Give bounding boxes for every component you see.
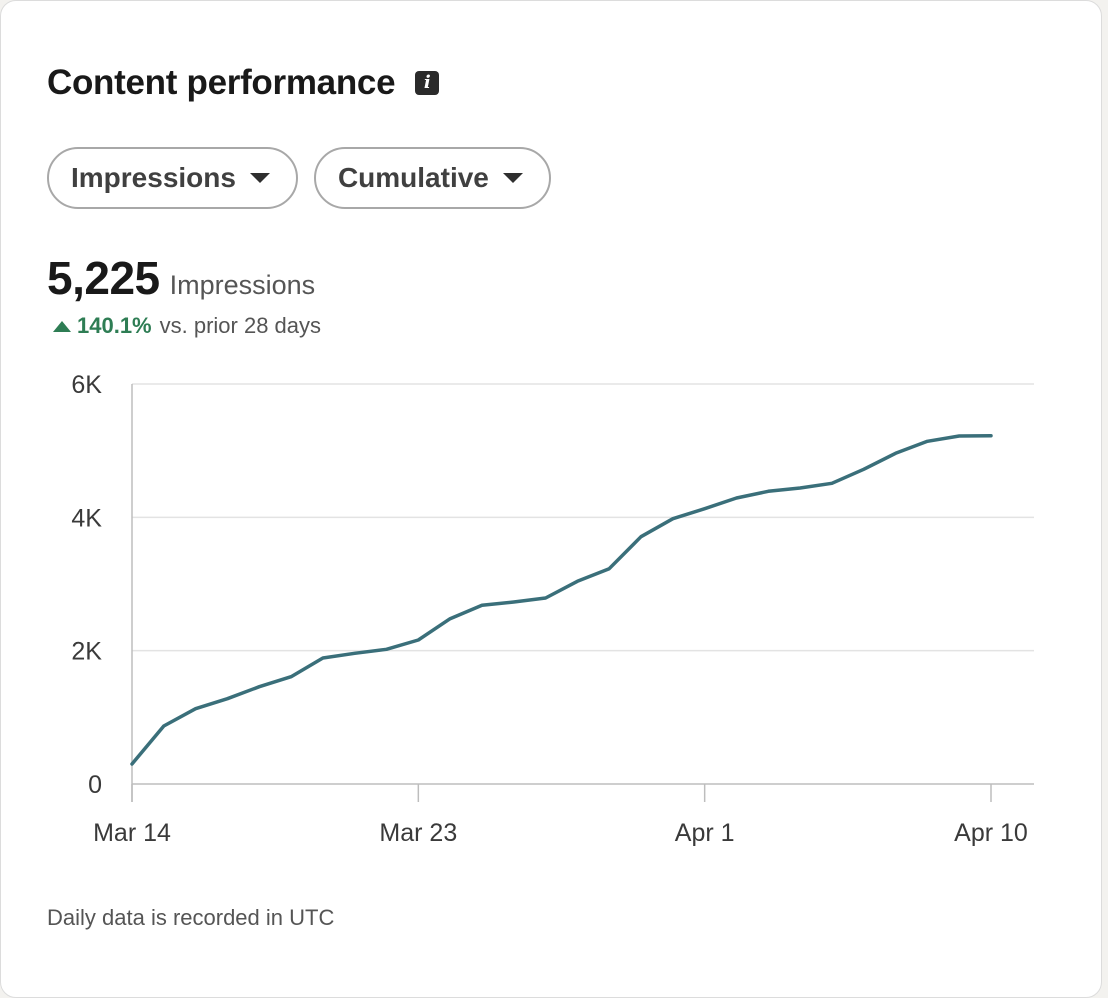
card-title: Content performance: [47, 63, 396, 102]
x-tick-label: Apr 10: [954, 819, 1028, 847]
mode-dropdown[interactable]: Cumulative: [313, 147, 551, 209]
metric-value: 5,225: [47, 252, 160, 304]
metric-dropdown[interactable]: Impressions: [47, 147, 298, 209]
metric-dropdown-label: Impressions: [71, 162, 236, 193]
x-tick-label: Mar 23: [379, 819, 457, 847]
change-value: 140.1%: [77, 313, 152, 338]
trend-up-icon: [53, 320, 71, 332]
info-icon[interactable]: i: [415, 71, 440, 95]
x-tick-label: Mar 14: [93, 819, 171, 847]
summary-metric: 5,225 Impressions: [47, 251, 315, 305]
y-tick-label: 2K: [71, 638, 102, 666]
mode-dropdown-label: Cumulative: [337, 162, 489, 193]
caret-down-icon: [249, 173, 270, 183]
footer-note: Daily data is recorded in UTC: [47, 905, 335, 930]
title-row: Content performance i: [47, 63, 440, 103]
impressions-series-line: [130, 433, 993, 766]
impressions-line-chart: 0 2K 4K 6K Mar 14 Mar 23 Apr 1 Apr 10: [71, 371, 1034, 847]
y-tick-label: 0: [88, 771, 102, 799]
y-tick-label: 6K: [71, 371, 102, 399]
x-tick-label: Apr 1: [675, 819, 735, 847]
filter-bar: Impressions Cumulative: [47, 147, 567, 209]
change-indicator: 140.1% vs. prior 28 days: [53, 313, 321, 339]
y-tick-label: 4K: [71, 504, 102, 532]
metric-unit: Impressions: [169, 270, 316, 300]
change-label: vs. prior 28 days: [159, 313, 322, 338]
caret-down-icon: [502, 173, 523, 183]
